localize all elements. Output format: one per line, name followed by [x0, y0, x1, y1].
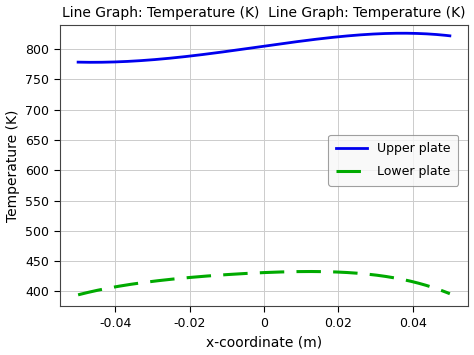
Upper plate	[381, 32, 386, 36]
Lower plate	[75, 293, 81, 297]
Upper plate	[90, 60, 95, 65]
Lower plate	[276, 270, 282, 274]
Upper plate	[277, 42, 283, 46]
Lower plate	[297, 269, 302, 274]
Lower plate	[252, 271, 257, 275]
Line: Lower plate: Lower plate	[78, 272, 450, 295]
X-axis label: x-coordinate (m): x-coordinate (m)	[206, 335, 322, 349]
Y-axis label: Temperature (K): Temperature (K)	[6, 109, 19, 222]
Upper plate	[439, 33, 445, 37]
Title: Line Graph: Temperature (K)  Line Graph: Temperature (K): Line Graph: Temperature (K) Line Graph: …	[62, 6, 466, 20]
Legend: Upper plate, Lower plate: Upper plate, Lower plate	[328, 135, 458, 186]
Line: Upper plate: Upper plate	[78, 33, 450, 62]
Upper plate	[297, 39, 303, 43]
Upper plate	[75, 60, 81, 64]
Lower plate	[254, 271, 260, 275]
Lower plate	[439, 288, 445, 293]
Upper plate	[447, 34, 453, 38]
Upper plate	[253, 45, 258, 50]
Lower plate	[447, 291, 453, 296]
Lower plate	[307, 269, 313, 274]
Upper plate	[400, 31, 406, 36]
Lower plate	[381, 274, 386, 278]
Upper plate	[255, 45, 261, 49]
